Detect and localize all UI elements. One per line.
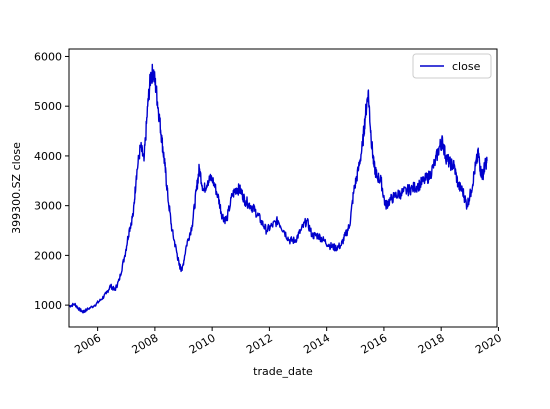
- x-axis: 2006 2008 2010 2012 2014 2016 2018 2020: [72, 327, 504, 357]
- y-tick-label: 5000: [34, 100, 62, 113]
- x-tick-label: 2012: [244, 331, 275, 356]
- x-tick-label: 2014: [301, 331, 332, 356]
- legend-box: [412, 53, 492, 79]
- x-tick-label: 2016: [359, 331, 390, 356]
- series-line-close: [68, 63, 488, 314]
- x-tick-label: 2008: [130, 331, 161, 356]
- x-tick-label: 2018: [416, 331, 447, 356]
- y-tick-label: 3000: [34, 200, 62, 213]
- y-tick-label: 4000: [34, 150, 62, 163]
- y-tick-label: 2000: [34, 249, 62, 262]
- x-tick-label: 2006: [72, 331, 103, 356]
- x-tick-label: 2020: [473, 331, 504, 356]
- legend-label-close: close: [452, 60, 481, 73]
- legend: close: [412, 53, 492, 79]
- x-axis-label: trade_date: [253, 365, 313, 378]
- y-axis: 1000 2000 3000 4000 5000 6000: [34, 50, 69, 312]
- y-tick-label: 6000: [34, 50, 62, 63]
- y-axis-label: 399300.SZ close: [10, 142, 23, 234]
- x-tick-label: 2010: [187, 331, 218, 356]
- series-layer: [68, 63, 488, 314]
- y-tick-label: 1000: [34, 299, 62, 312]
- plot-frame: [68, 48, 498, 328]
- plot-area: [69, 49, 497, 327]
